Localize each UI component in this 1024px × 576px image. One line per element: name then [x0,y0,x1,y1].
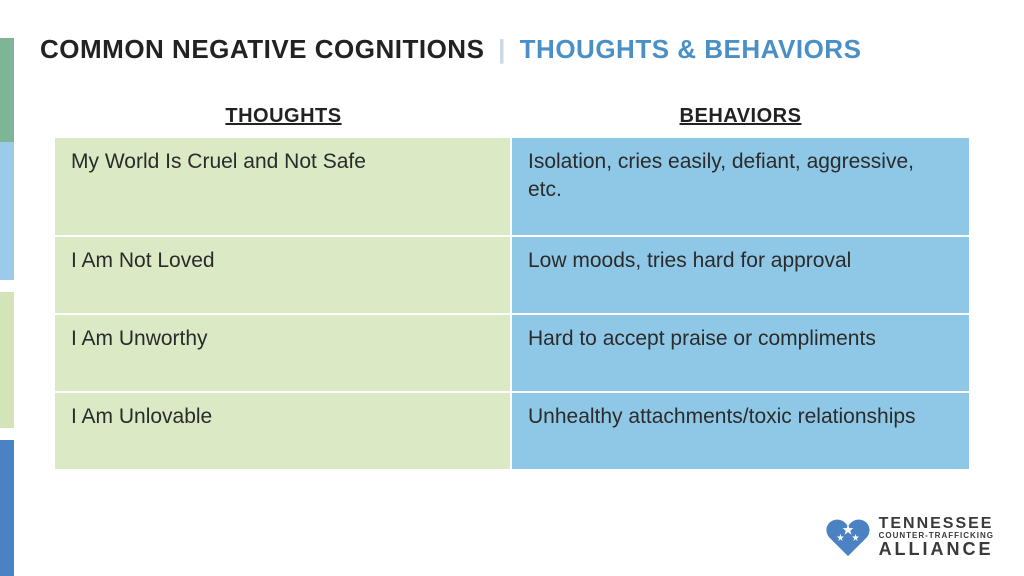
title-sub: THOUGHTS & BEHAVIORS [520,34,862,64]
table-row: I Am UnworthyHard to accept praise or co… [55,313,969,391]
behavior-cell: Low moods, tries hard for approval [512,237,969,313]
slide: COMMON NEGATIVE COGNITIONS | THOUGHTS & … [0,0,1024,576]
table-headers: THOUGHTS BEHAVIORS [55,105,969,128]
side-strip-1 [0,142,14,280]
table-row: I Am UnlovableUnhealthy attachments/toxi… [55,391,969,469]
heart-icon [825,517,871,557]
org-logo: TENNESSEE COUNTER-TRAFFICKING ALLIANCE [825,516,994,558]
title-separator: | [498,34,506,64]
thought-cell: I Am Unlovable [55,393,512,469]
thought-cell: My World Is Cruel and Not Safe [55,138,512,235]
behavior-cell: Unhealthy attachments/toxic relationship… [512,393,969,469]
cognitions-table: My World Is Cruel and Not SafeIsolation,… [55,138,969,469]
logo-line-1: TENNESSEE [879,516,994,532]
logo-text: TENNESSEE COUNTER-TRAFFICKING ALLIANCE [879,516,994,558]
behavior-cell: Isolation, cries easily, defiant, aggres… [512,138,969,235]
slide-title: COMMON NEGATIVE COGNITIONS | THOUGHTS & … [40,34,984,65]
table-row: I Am Not LovedLow moods, tries hard for … [55,235,969,313]
header-behaviors: BEHAVIORS [512,105,969,128]
header-thoughts: THOUGHTS [55,105,512,128]
table-row: My World Is Cruel and Not SafeIsolation,… [55,138,969,235]
thought-cell: I Am Unworthy [55,315,512,391]
behavior-cell: Hard to accept praise or compliments [512,315,969,391]
thought-cell: I Am Not Loved [55,237,512,313]
side-strip-2 [0,292,14,428]
logo-line-3: ALLIANCE [879,540,994,558]
side-strip-3 [0,440,14,576]
side-strip-0 [0,38,14,142]
title-main: COMMON NEGATIVE COGNITIONS [40,34,484,64]
